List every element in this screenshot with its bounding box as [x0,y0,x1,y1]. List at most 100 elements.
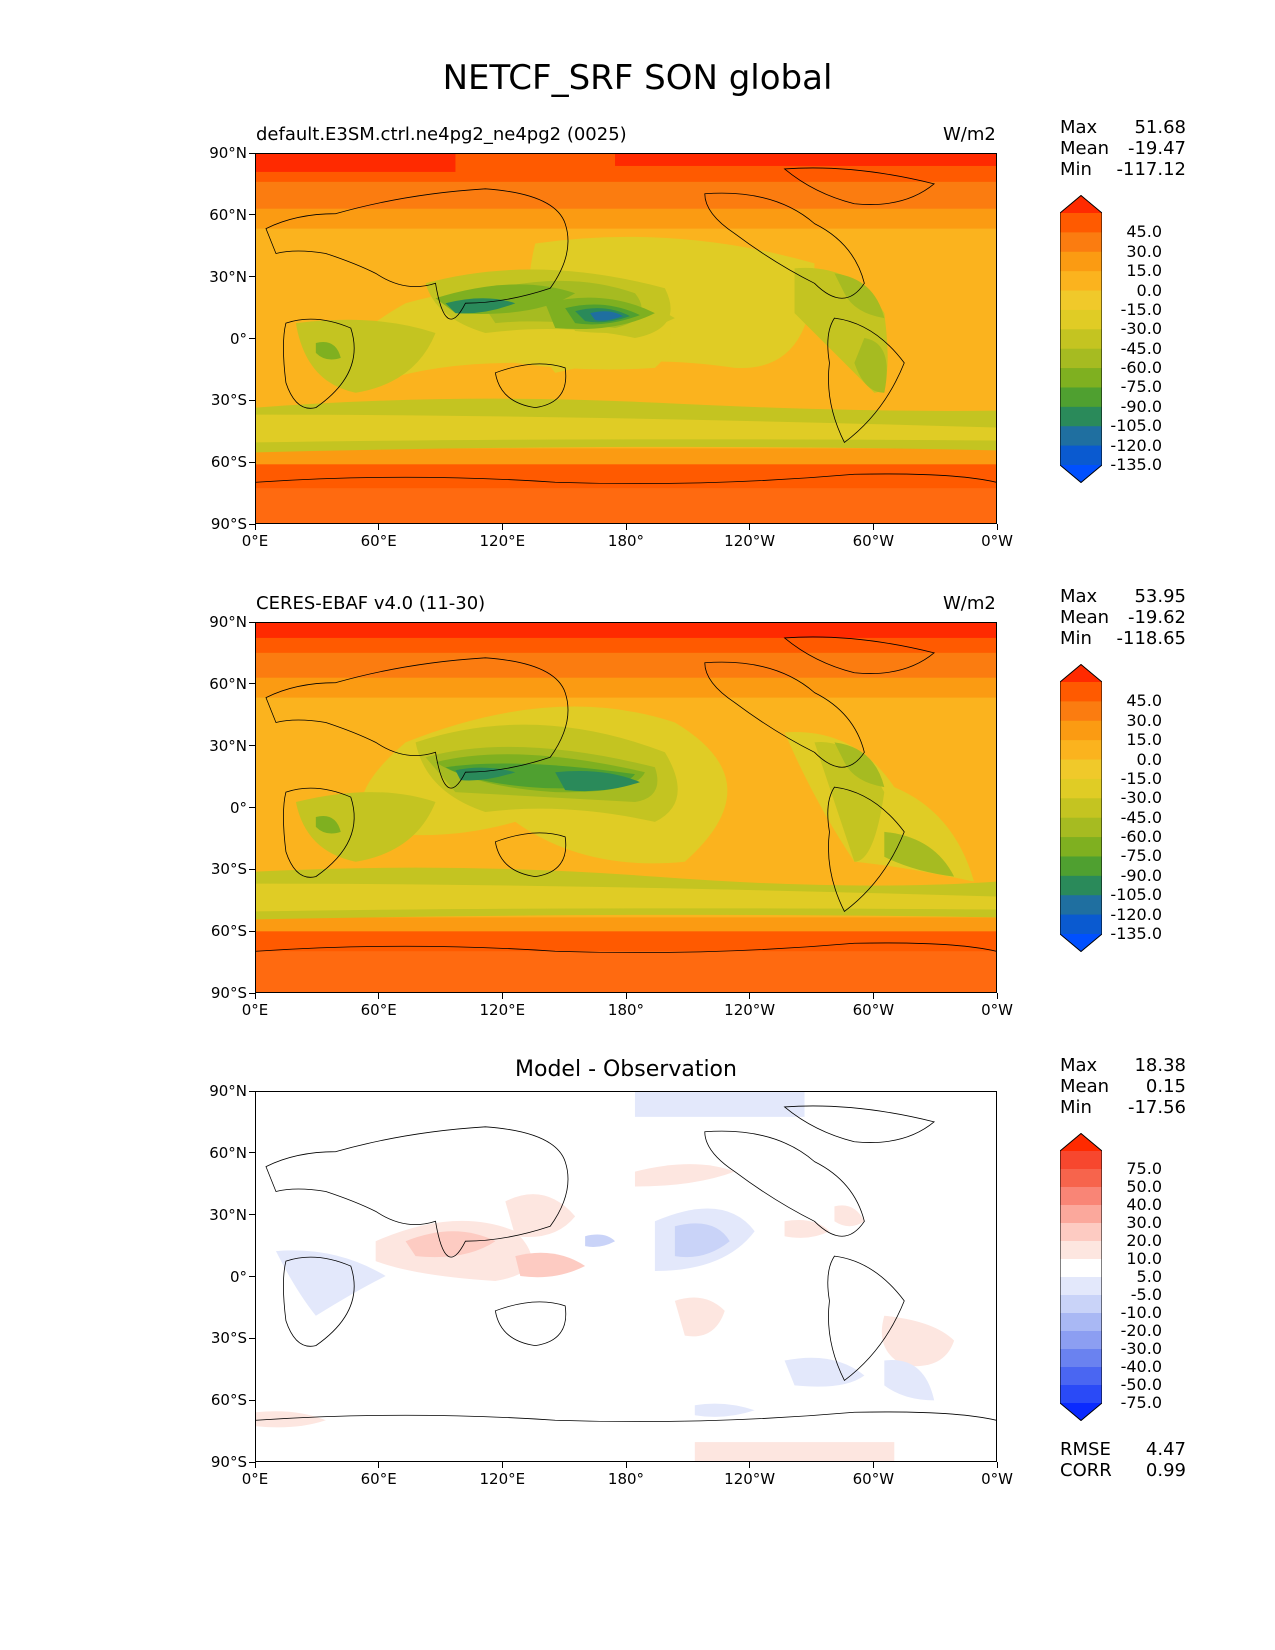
lon-tick-label: 0°W [981,532,1013,550]
colorbar-label: -30.0 [1120,1339,1162,1358]
lon-tick-mark [872,524,874,530]
lat-tick-label: 0° [229,329,247,348]
stat-label: Max [1060,1055,1098,1076]
lon-tick-mark [254,993,256,999]
colorbar-label: 0.0 [1136,749,1162,769]
colorbar-label: 30.0 [1126,710,1162,730]
lat-tick-label: 60°S [210,453,247,472]
colorbar-segment [1060,445,1102,466]
colorbar-segment [1060,1151,1102,1170]
lat-tick-mark [249,930,255,932]
lon-tick-mark [625,1462,627,1468]
figure-title: NETCF_SRF SON global [442,58,833,98]
lat-tick-label: 90°N [209,144,247,162]
lat-tick-mark [249,1214,255,1216]
lon-tick-label: 60°W [852,1470,895,1488]
panel1-title-left: default.E3SM.ctrl.ne4pg2_ne4pg2 (0025) [256,124,627,145]
lat-tick-label: 60°S [210,922,247,941]
stat-label: Mean [1060,607,1110,628]
colorbar-label: -30.0 [1120,319,1162,339]
colorbar-segment [1060,271,1102,292]
lat-tick-mark [249,1090,255,1092]
colorbar-label: 10.0 [1126,1249,1162,1268]
panel2-units: W/m2 [943,593,996,614]
stat-value: -19.62 [1127,607,1186,628]
lat-tick-mark [249,1152,255,1154]
stat-row: Max 51.68 [1060,117,1186,138]
colorbar-extend-max [1060,195,1102,213]
lat-tick-label: 30°N [209,736,247,755]
colorbar-segment [1060,720,1102,741]
lon-tick-mark [378,993,380,999]
colorbar-segment [1060,1295,1102,1314]
colorbar-label: -75.0 [1120,377,1162,397]
lon-tick-label: 120°E [479,532,526,550]
lon-tick-mark [625,524,627,530]
stat-label: Mean [1060,138,1110,159]
stat-label: Mean [1060,1076,1110,1097]
metric-label: CORR [1060,1460,1112,1481]
lat-tick-mark [249,992,255,994]
lon-tick-mark [996,524,998,530]
colorbar-extend-max [1060,1133,1102,1151]
colorbar-segment [1060,798,1102,819]
lon-tick-label: 0°W [981,1470,1013,1488]
stat-value: 53.95 [1134,586,1186,607]
lon-tick-mark [749,524,751,530]
lon-tick-mark [501,1462,503,1468]
stat-value: -117.12 [1116,159,1186,180]
metric-value: 0.99 [1145,1460,1186,1481]
lon-tick-label: 60°E [360,1001,397,1019]
stat-row: Min -117.12 [1060,159,1186,180]
colorbar-label: 50.0 [1126,1177,1162,1196]
lon-tick-label: 180° [607,532,645,550]
lat-tick-label: 30°S [210,391,247,410]
lat-tick-mark [249,461,255,463]
colorbar-extend-min [1060,1403,1102,1421]
colorbar-label: -20.0 [1120,1321,1162,1340]
rmse-corr: RMSE 4.47 CORR 0.99 [1060,1439,1186,1481]
colorbar-svg [1060,664,1102,952]
panel-stats: Max 53.95 Mean -19.62 Min -118.65 [1060,586,1186,649]
colorbar-label: -90.0 [1120,865,1162,885]
colorbar-svg [1060,1133,1102,1421]
lon-tick-mark [378,1462,380,1468]
lon-tick-label: 180° [607,1470,645,1488]
colorbar-segment [1060,682,1102,702]
colorbar-segment [1060,1367,1102,1386]
lon-tick-mark [254,1462,256,1468]
lat-tick-mark [249,621,255,623]
colorbar-label: 45.0 [1126,222,1162,242]
stat-label: Max [1060,586,1098,607]
lat-tick-label: 30°S [210,860,247,879]
colorbar-label: -135.0 [1110,924,1162,943]
panel2-title-left: CERES-EBAF v4.0 (11-30) [256,593,486,614]
lat-tick-mark [249,683,255,685]
colorbar-segment [1060,1385,1102,1404]
colorbar-label: 0.0 [1136,280,1162,300]
lon-tick-label: 120°W [724,1001,776,1019]
colorbar-label: -15.0 [1120,299,1162,319]
panel3-title: Model - Observation [515,1057,737,1082]
colorbar-label: -40.0 [1120,1357,1162,1376]
colorbar-label: -120.0 [1110,435,1162,455]
colorbar-label: -30.0 [1120,788,1162,808]
lat-tick-mark [249,868,255,870]
stat-value: -19.47 [1127,138,1186,159]
stat-row: Mean -19.47 [1060,138,1186,159]
colorbar-label: 45.0 [1126,691,1162,711]
lon-tick-mark [749,1462,751,1468]
panel-stats: Max 18.38 Mean 0.15 Min -17.56 [1060,1055,1186,1118]
colorbar [1060,195,1102,483]
colorbar-extend-max [1060,664,1102,682]
colorbar-label: 75.0 [1126,1159,1162,1178]
colorbar-segment [1060,778,1102,799]
lon-tick-mark [501,524,503,530]
colorbar-outline [1060,195,1102,483]
stat-row: Mean 0.15 [1060,1076,1186,1097]
panel3-map [255,1091,997,1462]
colorbar-segment [1060,387,1102,408]
panel1-map [255,153,997,524]
lon-tick-mark [378,524,380,530]
lat-tick-label: 90°S [210,515,247,533]
